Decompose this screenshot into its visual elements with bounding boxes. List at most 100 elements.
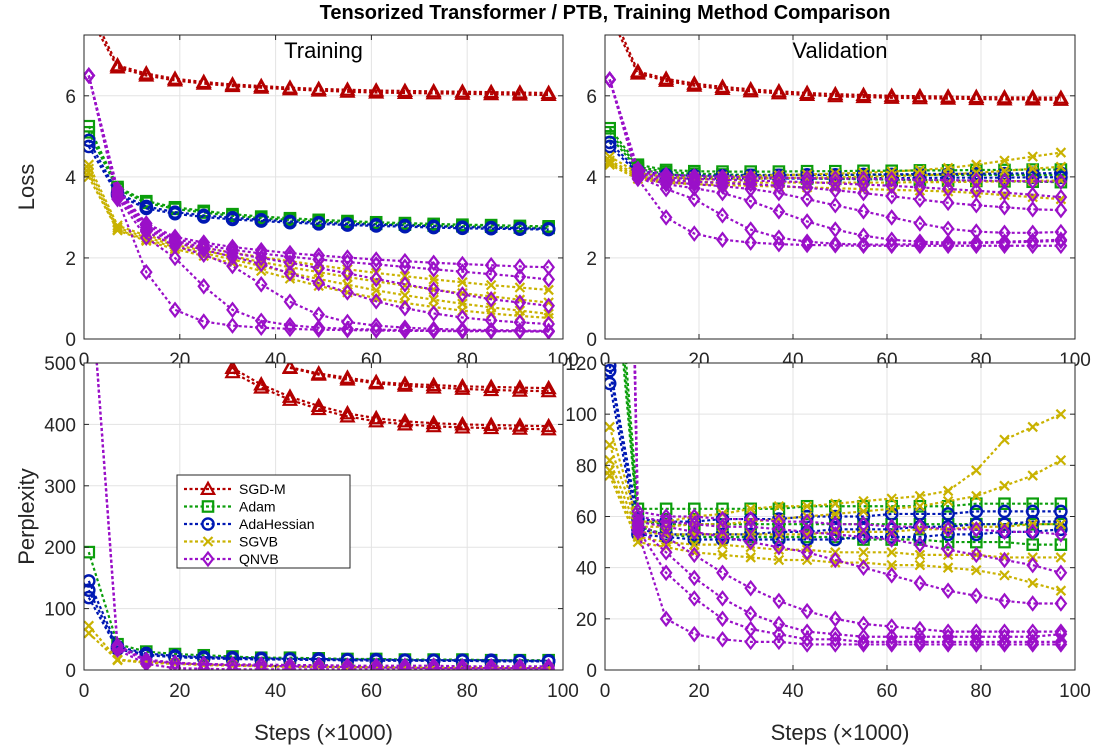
data-point [254, 661, 268, 670]
data-point [772, 633, 786, 651]
data-point [828, 526, 842, 543]
legend-label: SGVB [239, 534, 278, 550]
data-point [659, 528, 673, 546]
x-tick-label: 60 [876, 681, 897, 702]
data-point [369, 659, 383, 670]
data-point [396, 412, 413, 428]
series-qnvb [631, 363, 1068, 651]
x-tick-label: 0 [600, 681, 611, 702]
data-point [716, 207, 729, 224]
data-point [511, 417, 528, 432]
data-point [941, 628, 955, 646]
data-point [225, 212, 240, 227]
data-point [312, 661, 326, 670]
data-point [799, 86, 816, 102]
data-point [886, 547, 897, 558]
data-point [84, 125, 96, 139]
data-point [398, 252, 412, 270]
data-point [744, 533, 758, 551]
series-line [87, 75, 549, 326]
data-point [913, 636, 927, 653]
series-line [618, 35, 1061, 101]
data-point [800, 169, 814, 187]
legend-item-sgvb: SGVB [184, 534, 278, 550]
data-point [605, 71, 617, 88]
data-point [605, 159, 615, 170]
data-point [605, 470, 615, 481]
data-point [969, 633, 983, 651]
x-tick-label: 0 [79, 681, 90, 702]
data-point [857, 559, 870, 576]
data-point [941, 541, 955, 559]
panel-title: Training [284, 38, 363, 63]
data-point [513, 314, 527, 331]
y-tick-label: 0 [586, 661, 597, 682]
data-point [885, 633, 899, 651]
data-point [999, 570, 1010, 581]
data-point [84, 574, 96, 588]
series-line [608, 383, 1061, 541]
x-tick-label: 40 [265, 681, 286, 702]
data-point [111, 637, 124, 654]
legend-marker-triangle [199, 480, 217, 496]
data-point [687, 175, 701, 193]
data-point [514, 282, 526, 293]
data-point [941, 520, 955, 538]
data-point [1055, 408, 1067, 420]
data-point [399, 289, 411, 301]
data-point [913, 536, 927, 553]
data-point [914, 549, 926, 561]
y-tick-label: 400 [44, 415, 76, 436]
data-point [339, 404, 356, 420]
legend-box [176, 474, 351, 569]
data-point [632, 536, 644, 548]
data-point [310, 400, 327, 416]
data-point [1026, 497, 1039, 511]
data-point [454, 377, 471, 393]
data-point [396, 84, 413, 100]
data-point [513, 268, 527, 285]
data-point [369, 661, 383, 670]
data-point [605, 363, 617, 378]
data-point [772, 177, 786, 195]
series-qnvb [605, 71, 1068, 255]
data-point [168, 206, 182, 221]
data-point [1027, 577, 1038, 589]
data-point [716, 177, 729, 195]
data-point [166, 71, 184, 87]
data-point [398, 657, 412, 670]
data-point [111, 641, 124, 659]
data-point [659, 544, 673, 561]
data-point [369, 657, 383, 670]
data-point [542, 661, 556, 670]
data-point [1054, 595, 1068, 612]
data-point [800, 173, 814, 191]
data-point [885, 567, 899, 584]
data-point [456, 263, 469, 281]
data-point [800, 513, 814, 530]
series-line [608, 79, 1061, 212]
data-point [913, 191, 927, 208]
data-point [971, 159, 982, 170]
data-point [112, 654, 123, 666]
data-point [369, 219, 383, 233]
data-point [84, 139, 96, 154]
data-point [687, 590, 701, 607]
data-point [998, 497, 1011, 511]
data-point [913, 633, 927, 651]
data-point [84, 159, 95, 170]
series-line [608, 145, 1061, 180]
data-point [800, 236, 814, 254]
data-point [857, 528, 870, 546]
data-point [998, 551, 1011, 569]
data-point [886, 503, 897, 515]
legend-marker-x [202, 536, 214, 547]
data-point [312, 251, 326, 268]
data-point [857, 176, 870, 193]
data-point [716, 528, 729, 546]
data-point [513, 258, 527, 275]
data-point [914, 559, 926, 571]
data-point [139, 229, 153, 246]
data-point [772, 169, 786, 186]
data-point [1026, 200, 1040, 218]
